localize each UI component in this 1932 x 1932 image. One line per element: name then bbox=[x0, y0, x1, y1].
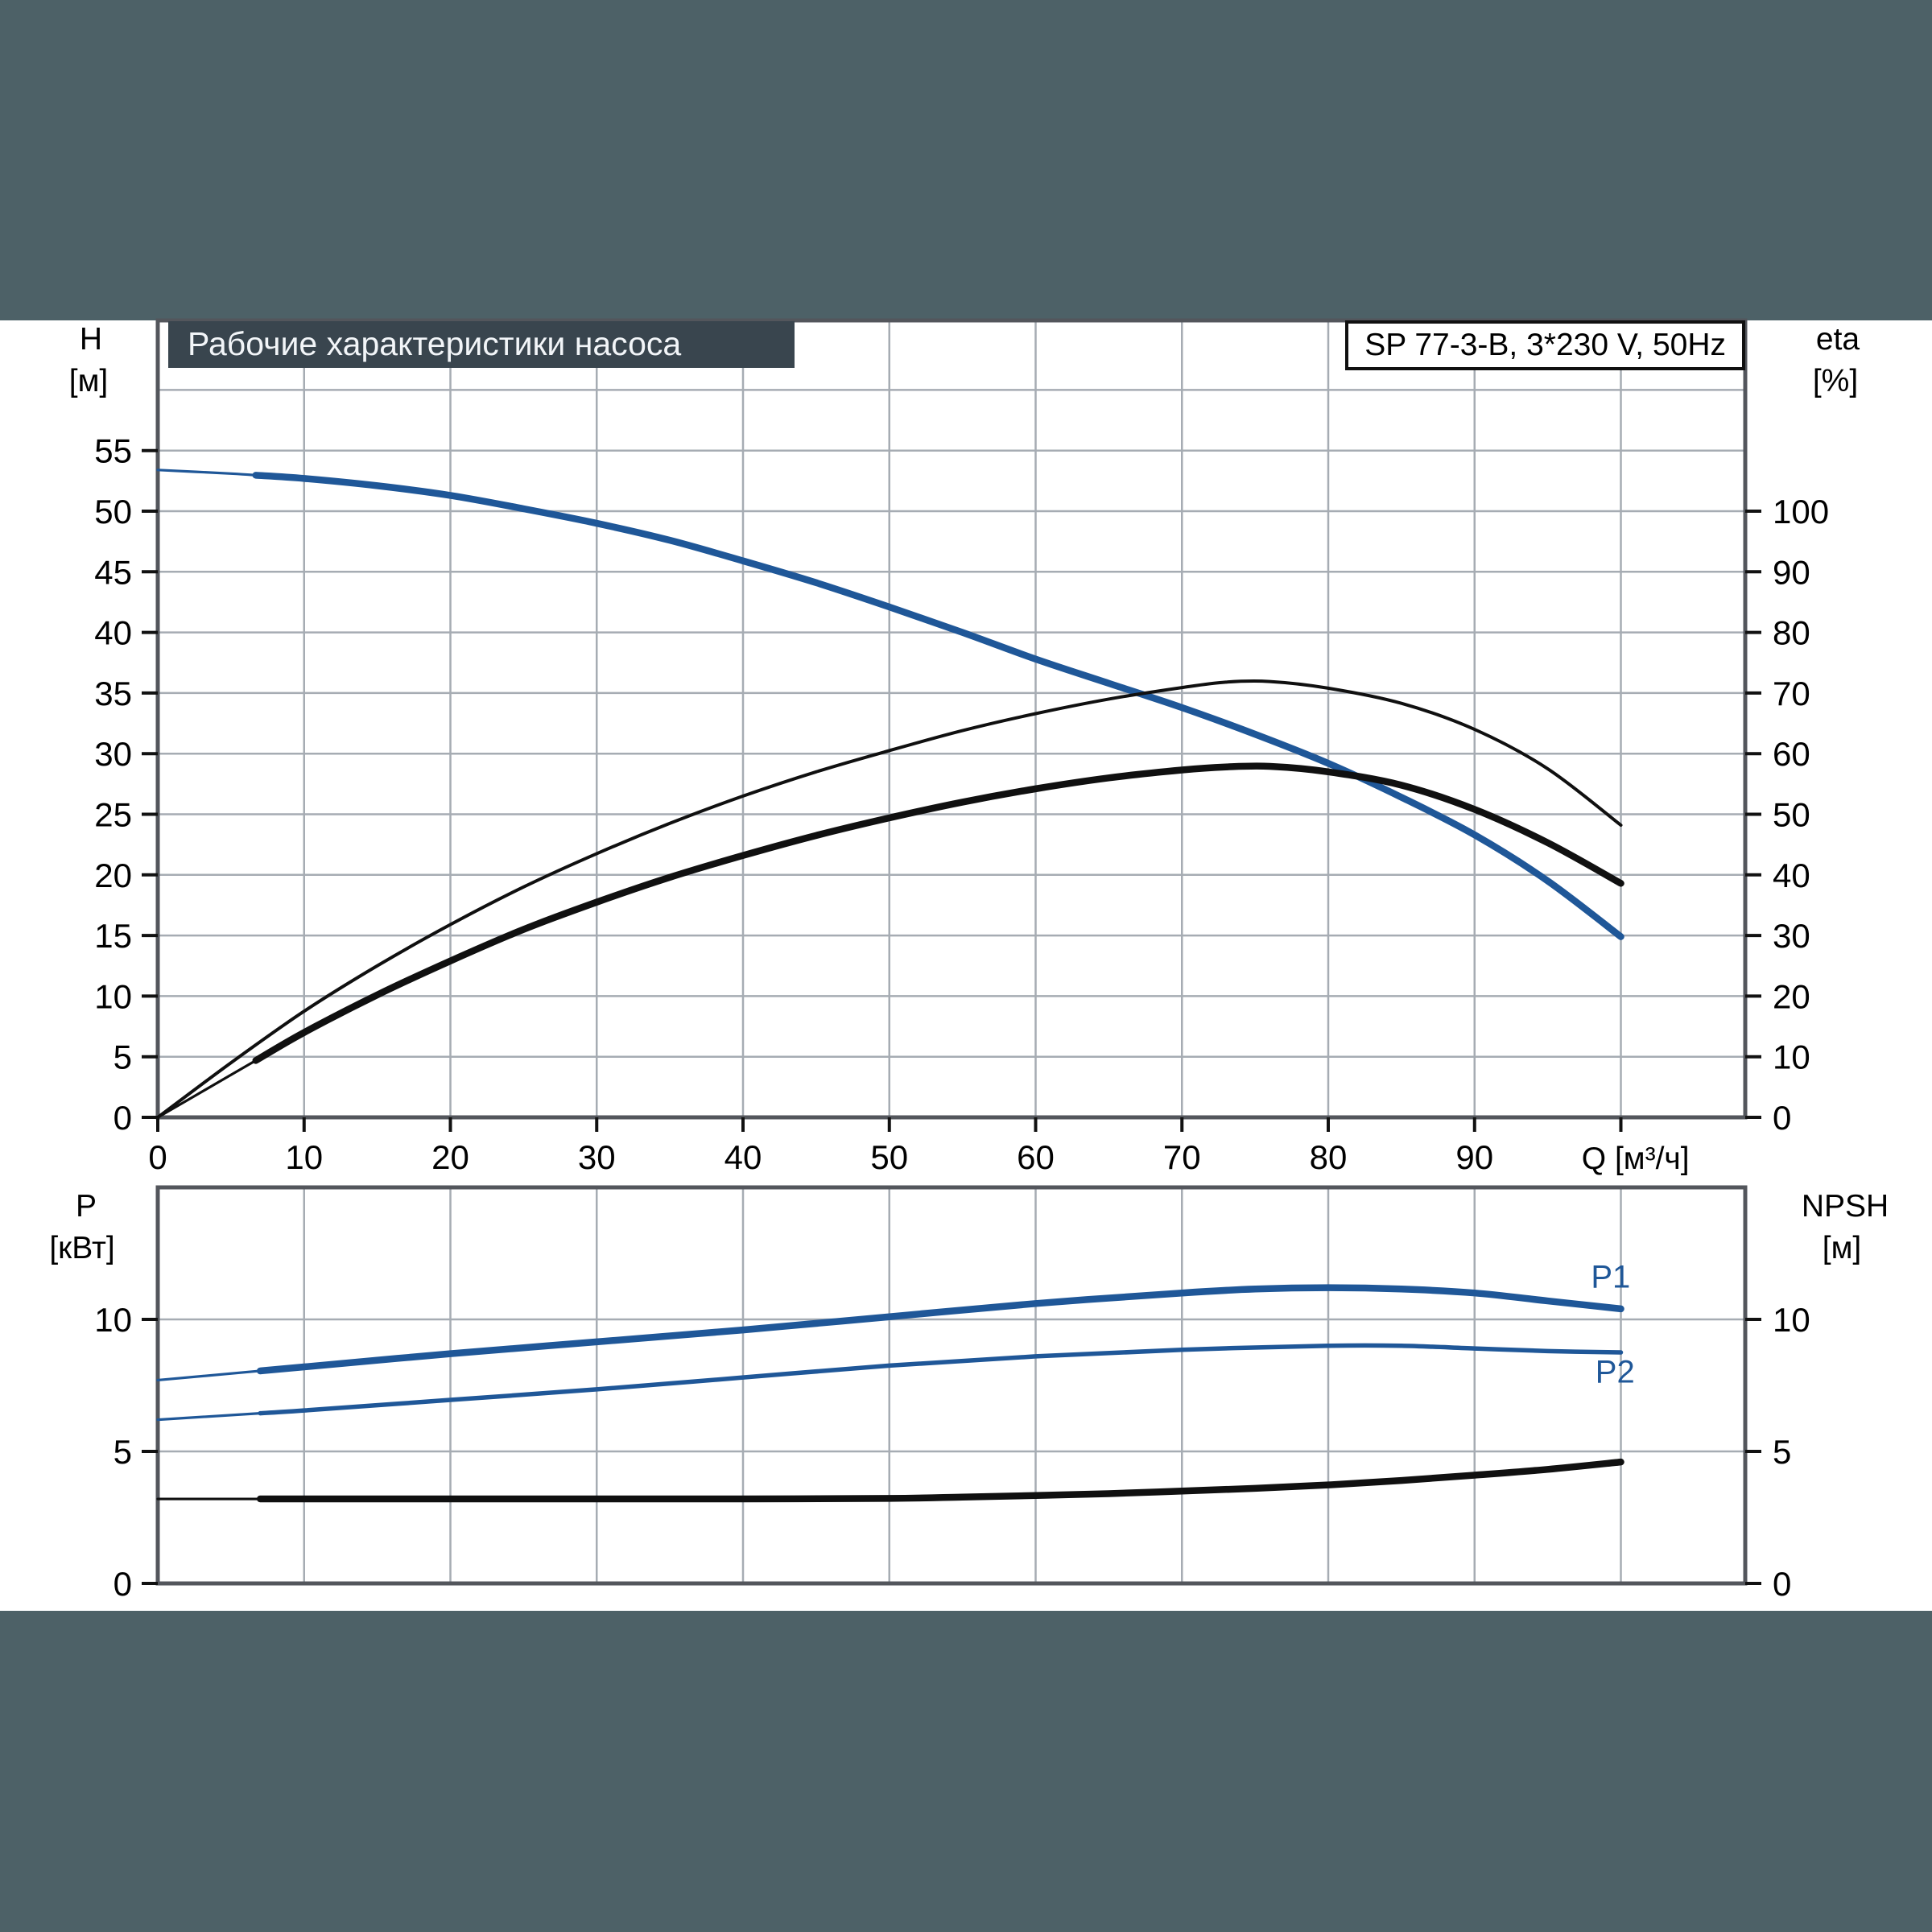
chart-title-bar: Рабочие характеристики насоса bbox=[168, 321, 795, 368]
y-left-tick-label: 20 bbox=[94, 857, 132, 894]
y-right-tick-label: 80 bbox=[1773, 614, 1810, 652]
pump-model-box: SP 77-3-B, 3*230 V, 50Hz bbox=[1345, 320, 1745, 370]
x-axis-unit: Q [м³/ч] bbox=[1581, 1141, 1690, 1176]
curve-H-curve bbox=[252, 472, 1624, 940]
x-tick-label: 30 bbox=[578, 1138, 616, 1176]
chart-title: Рабочие характеристики насоса bbox=[188, 325, 682, 362]
y-right-tick-label: 40 bbox=[1773, 857, 1810, 894]
curve-P2-lead bbox=[156, 1412, 262, 1422]
right-axis-unit-bottom: [м] bbox=[1822, 1231, 1862, 1265]
y-left-tick-label: 45 bbox=[94, 553, 132, 591]
left-axis-unit-bottom: [кВт] bbox=[49, 1231, 115, 1265]
y-right-tick-label: 30 bbox=[1773, 917, 1810, 955]
y-left-tick-label: 10 bbox=[94, 1301, 132, 1339]
y-right-tick-label: 5 bbox=[1773, 1433, 1791, 1471]
y-right-tick-label: 0 bbox=[1773, 1565, 1791, 1603]
right-axis-unit-top: [%] bbox=[1812, 364, 1859, 398]
y-left-tick-label: 0 bbox=[114, 1565, 132, 1603]
y-left-tick-label: 35 bbox=[94, 675, 132, 712]
right-axis-name-top: eta bbox=[1815, 322, 1860, 357]
x-tick-label: 20 bbox=[431, 1138, 469, 1176]
y-left-tick-label: 30 bbox=[94, 735, 132, 773]
y-left-tick-label: 15 bbox=[94, 917, 132, 955]
plot-frame bbox=[155, 1185, 1748, 1586]
x-tick-label: 90 bbox=[1455, 1138, 1493, 1176]
left-axis-unit-top: [м] bbox=[68, 364, 109, 398]
x-tick-label: 0 bbox=[148, 1138, 167, 1176]
left-axis-name-bottom: P bbox=[75, 1189, 97, 1224]
right-axis-name-bottom: NPSH bbox=[1801, 1189, 1889, 1224]
series-label-P1: P1 bbox=[1591, 1260, 1630, 1295]
y-right-tick-label: 100 bbox=[1773, 493, 1829, 530]
curve-P2 bbox=[258, 1343, 1624, 1416]
y-left-tick-label: 50 bbox=[94, 493, 132, 530]
y-right-tick-label: 10 bbox=[1773, 1038, 1810, 1076]
letterbox-bottom-band bbox=[0, 1611, 1932, 1932]
curve-H-curve-lead bbox=[156, 469, 258, 477]
y-left-tick-label: 5 bbox=[114, 1038, 132, 1076]
y-right-tick-label: 0 bbox=[1773, 1099, 1791, 1137]
plot-frame bbox=[155, 318, 1748, 1120]
y-left-tick-label: 10 bbox=[94, 977, 132, 1015]
y-right-tick-label: 60 bbox=[1773, 735, 1810, 773]
curve-eta-total-lead bbox=[156, 1059, 258, 1119]
y-right-tick-label: 90 bbox=[1773, 553, 1810, 591]
y-left-tick-label: 55 bbox=[94, 432, 132, 470]
plot-power-npsh bbox=[142, 1185, 1761, 1586]
y-right-tick-label: 20 bbox=[1773, 977, 1810, 1015]
y-right-tick-label: 70 bbox=[1773, 675, 1810, 712]
x-tick-label: 50 bbox=[870, 1138, 908, 1176]
y-left-tick-label: 5 bbox=[114, 1433, 132, 1471]
x-tick-label: 10 bbox=[285, 1138, 323, 1176]
series-label-P2: P2 bbox=[1596, 1355, 1635, 1390]
y-right-tick-label: 10 bbox=[1773, 1301, 1810, 1339]
y-left-tick-label: 0 bbox=[114, 1099, 132, 1137]
curve-P1-lead bbox=[156, 1369, 262, 1382]
curve-P1 bbox=[256, 1284, 1624, 1375]
x-tick-label: 60 bbox=[1017, 1138, 1055, 1176]
left-axis-name-top: H bbox=[79, 322, 103, 357]
y-left-tick-label: 25 bbox=[94, 796, 132, 834]
y-right-tick-label: 50 bbox=[1773, 796, 1810, 834]
plot-head-eta bbox=[142, 318, 1761, 1132]
pump-model-label: SP 77-3-B, 3*230 V, 50Hz bbox=[1364, 328, 1726, 362]
y-left-tick-label: 40 bbox=[94, 614, 132, 652]
letterbox-top-band bbox=[0, 0, 1932, 320]
x-tick-label: 70 bbox=[1163, 1138, 1201, 1176]
x-tick-label: 80 bbox=[1310, 1138, 1348, 1176]
curve-NPSH bbox=[256, 1458, 1624, 1503]
curve-eta-total bbox=[252, 762, 1624, 1064]
curve-eta-pump bbox=[156, 679, 1623, 1119]
x-tick-label: 40 bbox=[724, 1138, 762, 1176]
